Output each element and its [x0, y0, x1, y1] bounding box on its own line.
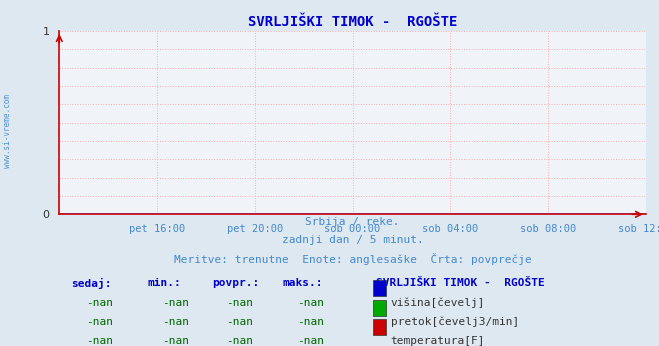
Text: Srbija / reke.: Srbija / reke.	[305, 217, 400, 227]
Text: pretok[čevelj3/min]: pretok[čevelj3/min]	[391, 317, 519, 327]
Text: min.:: min.:	[148, 279, 181, 289]
Text: -nan: -nan	[227, 298, 254, 308]
Bar	[373, 300, 386, 316]
Text: -nan: -nan	[86, 317, 113, 327]
Text: -nan: -nan	[86, 298, 113, 308]
Text: -nan: -nan	[162, 317, 189, 327]
Text: -nan: -nan	[86, 336, 113, 346]
Text: www.si-vreme.com: www.si-vreme.com	[3, 94, 13, 169]
Bar	[373, 319, 386, 335]
Text: zadnji dan / 5 minut.: zadnji dan / 5 minut.	[281, 235, 424, 245]
Text: temperatura[F]: temperatura[F]	[391, 336, 485, 346]
Title: SVRLJIŠKI TIMOK -  RGOŠTE: SVRLJIŠKI TIMOK - RGOŠTE	[248, 15, 457, 29]
Text: višina[čevelj]: višina[čevelj]	[391, 298, 485, 308]
Text: sedaj:: sedaj:	[71, 279, 111, 290]
Text: -nan: -nan	[227, 336, 254, 346]
Text: -nan: -nan	[227, 317, 254, 327]
Text: Meritve: trenutne  Enote: anglesaške  Črta: povprečje: Meritve: trenutne Enote: anglesaške Črta…	[174, 253, 531, 265]
Text: -nan: -nan	[162, 336, 189, 346]
Text: -nan: -nan	[297, 336, 324, 346]
Bar	[373, 280, 386, 297]
Text: SVRLJIŠKI TIMOK -  RGOŠTE: SVRLJIŠKI TIMOK - RGOŠTE	[376, 279, 545, 289]
Text: -nan: -nan	[297, 317, 324, 327]
Text: povpr.:: povpr.:	[212, 279, 259, 289]
Text: -nan: -nan	[297, 298, 324, 308]
Text: -nan: -nan	[162, 298, 189, 308]
Text: maks.:: maks.:	[282, 279, 323, 289]
